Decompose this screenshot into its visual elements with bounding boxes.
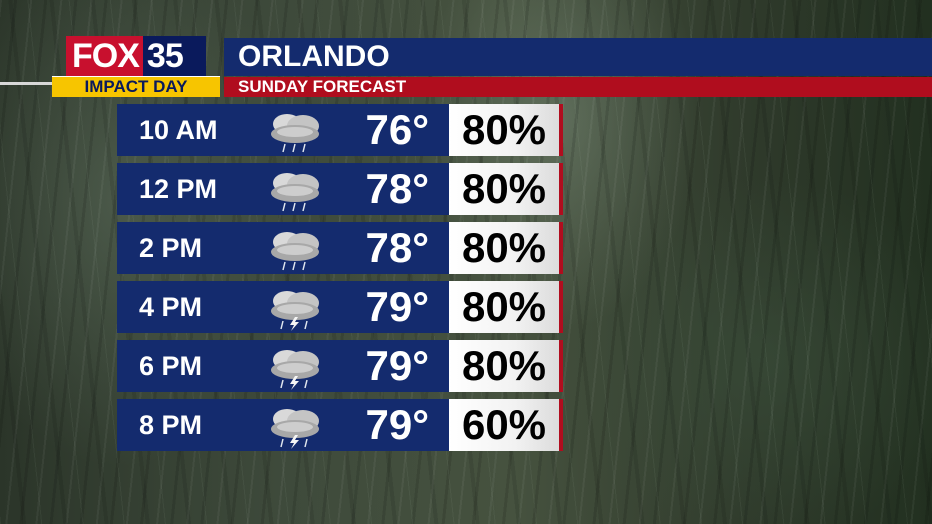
row-accent <box>559 281 563 333</box>
forecast-temperature: 79° <box>365 401 429 448</box>
rain-cloud-icon <box>271 114 319 153</box>
row-accent <box>559 104 563 156</box>
forecast-row: 6 PM 79° 80% <box>117 340 563 392</box>
forecast-row-main: 6 PM 79° <box>117 340 449 392</box>
forecast-temperature: 76° <box>365 106 429 153</box>
logo-fox-text: FOX <box>66 36 143 76</box>
forecast-time: 12 PM <box>139 174 218 204</box>
forecast-temperature: 79° <box>365 342 429 389</box>
forecast-time: 8 PM <box>139 410 203 440</box>
rain-cloud-icon <box>271 173 319 212</box>
station-logo: FOX 35 <box>66 36 206 76</box>
title-bar <box>224 38 932 76</box>
precip-chance: 80% <box>449 104 559 156</box>
row-accent <box>559 163 563 215</box>
forecast-row: 8 PM 79° 60% <box>117 399 563 451</box>
forecast-row-main: 12 PM 78° <box>117 163 449 215</box>
row-accent <box>559 399 563 451</box>
forecast-time: 4 PM <box>139 292 203 322</box>
forecast-row-main: 10 AM 76° <box>117 104 449 156</box>
forecast-time: 10 AM <box>139 115 218 145</box>
forecast-row-main: 4 PM 79° <box>117 281 449 333</box>
forecast-time: 6 PM <box>139 351 203 381</box>
forecast-row: 12 PM 78° 80% <box>117 163 563 215</box>
forecast-row-main: 8 PM 79° <box>117 399 449 451</box>
logo-channel-number: 35 <box>146 37 184 75</box>
precip-chance: 60% <box>449 399 559 451</box>
thunderstorm-icon <box>271 409 319 449</box>
precip-chance: 80% <box>449 340 559 392</box>
forecast-temperature: 79° <box>365 283 429 330</box>
forecast-temperature: 78° <box>365 224 429 271</box>
precip-chance: 80% <box>449 163 559 215</box>
thunderstorm-icon <box>271 350 319 390</box>
forecast-row: 4 PM 79° 80% <box>117 281 563 333</box>
forecast-row: 10 AM 76° 80% <box>117 104 563 156</box>
thunderstorm-icon <box>271 291 319 331</box>
forecast-time: 2 PM <box>139 233 203 263</box>
location-title: ORLANDO <box>238 40 390 73</box>
impact-day-tag: IMPACT DAY <box>52 76 220 97</box>
forecast-temperature: 78° <box>365 165 429 212</box>
subtitle-bar <box>224 77 932 97</box>
forecast-row-main: 2 PM 78° <box>117 222 449 274</box>
forecast-row: 2 PM 78° 80% <box>117 222 563 274</box>
hourly-forecast-list: 10 AM 76° 80% 12 PM <box>117 104 563 458</box>
rain-cloud-icon <box>271 232 319 271</box>
row-accent <box>559 222 563 274</box>
forecast-subtitle: SUNDAY FORECAST <box>238 77 407 96</box>
precip-chance: 80% <box>449 222 559 274</box>
precip-chance: 80% <box>449 281 559 333</box>
header-rule <box>0 82 60 85</box>
row-accent <box>559 340 563 392</box>
